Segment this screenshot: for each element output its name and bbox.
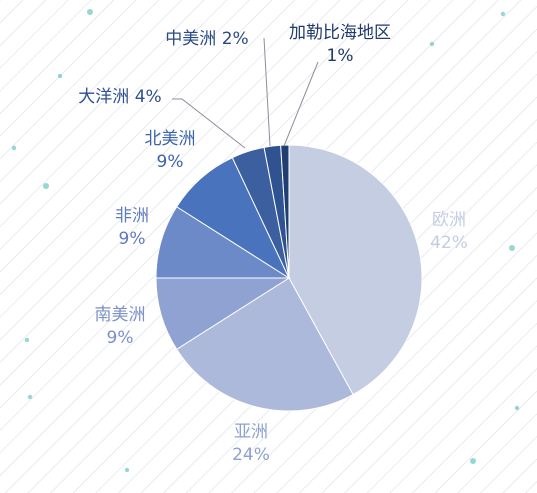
background-dot [27, 394, 33, 400]
slice-labels: 欧洲 42% 亚洲 24% 南美洲 9% 非洲 9% 北美洲 9% 大洋洲 4% 中美洲 2% 加勒比海… [78, 23, 468, 465]
leader-line [263, 37, 271, 147]
slice-name-label: 北美洲 [145, 129, 196, 149]
slice-percent-label: 1% [327, 46, 354, 66]
background-dot [500, 11, 506, 17]
background-dot [514, 405, 520, 411]
slice-percent-label: 9% [107, 328, 134, 348]
background-dot [24, 337, 30, 343]
pie-slice-2 [176, 277, 354, 412]
background-dot [87, 9, 93, 15]
background-dot [11, 145, 17, 151]
slice-name-label: 加勒比海地区 [289, 23, 391, 43]
background-dots [11, 9, 520, 473]
background-dot [43, 183, 49, 189]
slice-percent-label: 9% [157, 152, 184, 172]
pie-slice-1 [288, 144, 423, 396]
leader-line [172, 98, 246, 149]
background-dot [429, 41, 435, 47]
leader-lines [172, 37, 319, 149]
slice-percent-label: 42% [430, 233, 468, 253]
slice-name-label: 非洲 [115, 206, 149, 226]
background-dot [509, 245, 515, 251]
leader-line [283, 61, 319, 147]
slice-name-label: 南美洲 [95, 305, 146, 325]
slice-name-label: 亚洲 [234, 422, 268, 442]
background-dot [57, 73, 63, 79]
background-dot [470, 458, 476, 464]
slice-label: 大洋洲 4% [78, 87, 161, 107]
slice-percent-label: 24% [232, 445, 270, 465]
slice-name-label: 欧洲 [432, 210, 466, 230]
slice-label: 中美洲 2% [165, 29, 248, 49]
pie-slices [155, 144, 423, 412]
slice-percent-label: 9% [119, 229, 146, 249]
background-dot [124, 467, 130, 473]
